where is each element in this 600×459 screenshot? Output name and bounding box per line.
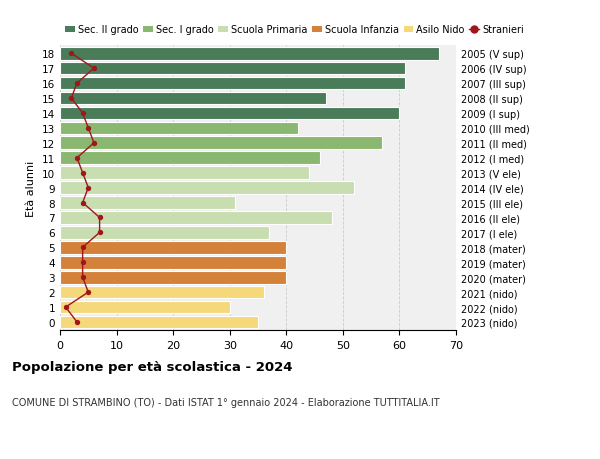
Bar [60, 271, 286, 284]
Point [89, 140, 99, 147]
Point [95, 229, 104, 236]
Bar [60, 48, 439, 61]
Bar [60, 137, 382, 150]
Point [83, 289, 93, 296]
Bar [60, 63, 405, 75]
Point [72, 319, 82, 326]
Point [61, 304, 70, 311]
Bar [60, 152, 320, 165]
Bar [60, 92, 326, 105]
Text: COMUNE DI STRAMBINO (TO) - Dati ISTAT 1° gennaio 2024 - Elaborazione TUTTITALIA.: COMUNE DI STRAMBINO (TO) - Dati ISTAT 1°… [12, 397, 440, 407]
Text: Popolazione per età scolastica - 2024: Popolazione per età scolastica - 2024 [12, 360, 293, 373]
Point [83, 125, 93, 132]
Bar [60, 212, 332, 224]
Point [78, 274, 88, 281]
Bar [60, 257, 286, 269]
Point [78, 199, 88, 207]
Point [72, 80, 82, 88]
Bar [60, 197, 235, 209]
Bar [60, 316, 258, 329]
Point [78, 110, 88, 118]
Point [78, 170, 88, 177]
Bar [60, 241, 286, 254]
Bar [60, 107, 400, 120]
Y-axis label: Età alunni: Età alunni [26, 160, 37, 216]
Bar [60, 122, 298, 135]
Point [89, 65, 99, 73]
Bar [60, 78, 405, 90]
Bar [60, 227, 269, 239]
Bar [60, 286, 263, 299]
Point [78, 259, 88, 266]
Point [72, 155, 82, 162]
Bar [60, 167, 309, 179]
Bar [60, 301, 230, 313]
Point [67, 50, 76, 58]
Bar [60, 182, 354, 195]
Point [83, 185, 93, 192]
Point [95, 214, 104, 222]
Point [78, 244, 88, 252]
Point [67, 95, 76, 102]
Legend: Sec. II grado, Sec. I grado, Scuola Primaria, Scuola Infanzia, Asilo Nido, Stran: Sec. II grado, Sec. I grado, Scuola Prim… [65, 25, 524, 35]
